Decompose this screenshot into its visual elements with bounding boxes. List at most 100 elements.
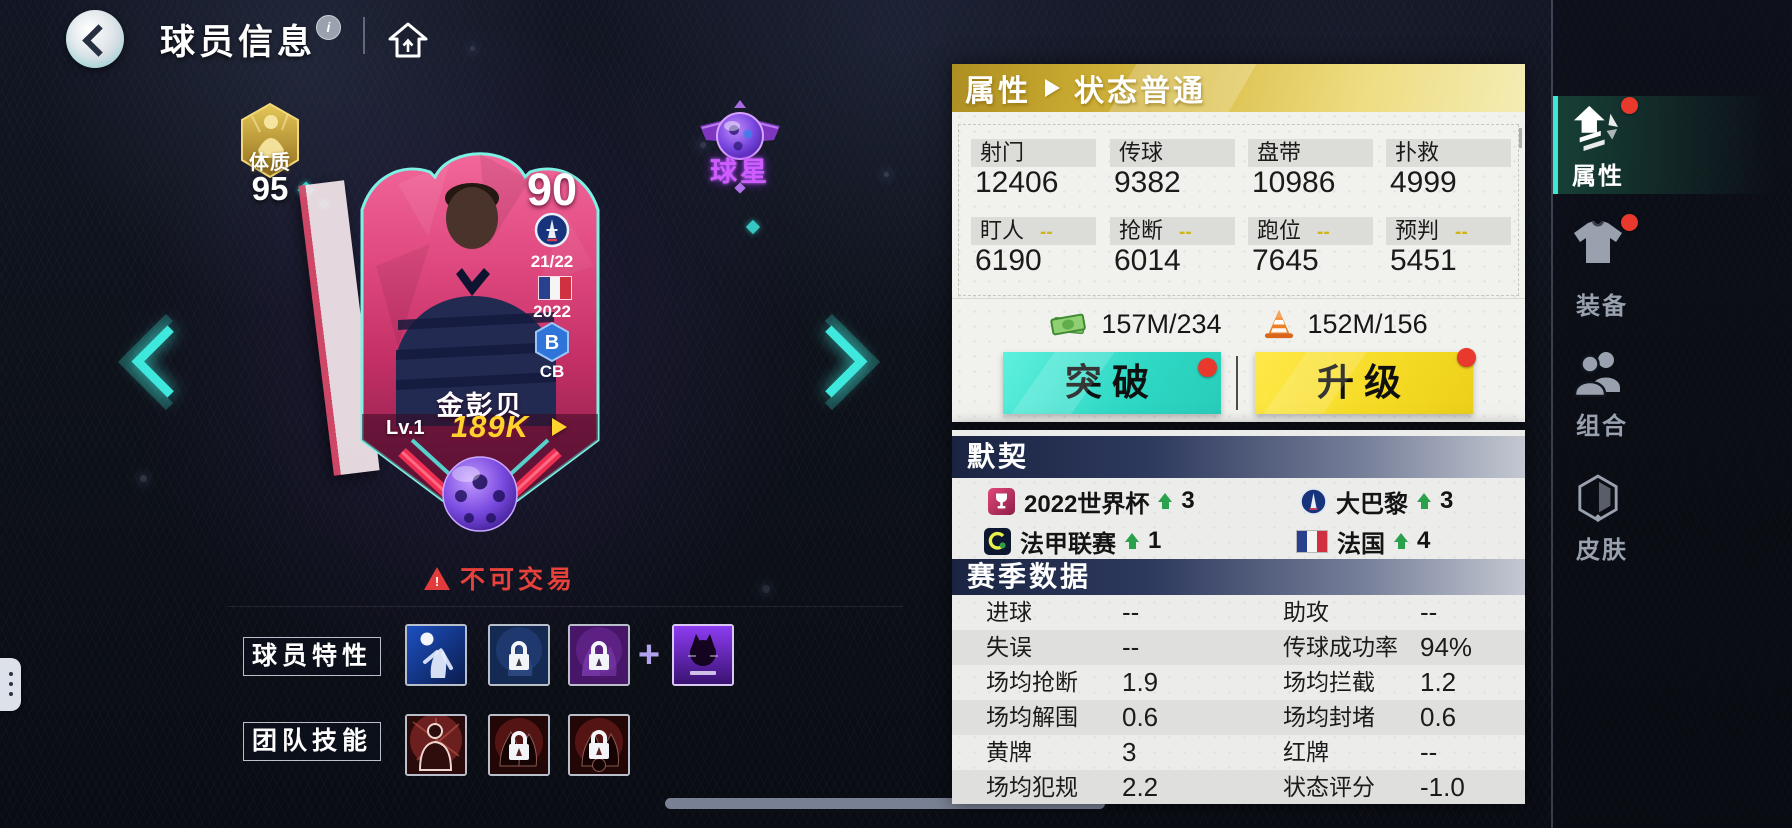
attributes-panel: 属性 状态普通 射门 12406 传球 9382 盘带 10986 扑救 499… xyxy=(952,64,1525,422)
stat-tile: 盘带 xyxy=(1248,139,1373,167)
traits-section-label: 球员特性 xyxy=(243,637,381,676)
stat-value: 5451 xyxy=(1390,244,1457,277)
star-badge-label: 球星 xyxy=(710,157,770,187)
season-stats-header: 赛季数据 xyxy=(952,559,1525,595)
boost-up-icon xyxy=(1394,532,1408,550)
upgrade-button[interactable]: 升级 xyxy=(1255,348,1476,414)
stat-tile: 盯人 -- xyxy=(971,217,1096,245)
season-row: 场均解围 0.6 场均封堵 0.6 xyxy=(952,700,1525,735)
stat-value: 6014 xyxy=(1114,244,1181,277)
attributes-tab-icon xyxy=(1573,105,1619,152)
stat-value: 12406 xyxy=(975,166,1059,199)
attributes-header: 属性 状态普通 xyxy=(952,64,1525,112)
notification-dot xyxy=(1621,97,1638,114)
team-skill-icon-locked-1[interactable] xyxy=(488,714,550,776)
tab-equipment[interactable]: 装备 xyxy=(1560,210,1650,320)
card-artwork xyxy=(360,152,600,530)
card-position: CB xyxy=(539,362,565,381)
bokeh-light xyxy=(700,142,706,148)
drawer-handle[interactable] xyxy=(0,658,21,711)
stat-tile: 传球 xyxy=(1110,139,1235,167)
equipment-jersey-icon xyxy=(1574,221,1622,263)
player-value[interactable]: 189K xyxy=(450,409,530,444)
physical-badge-icon xyxy=(241,102,299,179)
stats-frame xyxy=(958,124,1519,296)
physical-badge-label: 体质 xyxy=(249,152,291,174)
chemistry-season-panel: 默契 2022世界杯 3 大巴黎 3 xyxy=(952,430,1525,804)
worldcup-icon xyxy=(988,487,1015,515)
button-divider xyxy=(1236,356,1238,410)
home-button[interactable] xyxy=(388,22,428,58)
psg-crest-icon xyxy=(1300,487,1327,515)
warning-triangle-icon: ! xyxy=(424,566,450,590)
panel-scrollbar[interactable] xyxy=(1519,128,1522,148)
resource-row: 157M/234 152M/156 xyxy=(952,302,1525,346)
back-button[interactable] xyxy=(66,10,124,68)
section-divider xyxy=(227,606,903,607)
season-row: 进球 -- 助攻 -- xyxy=(986,597,1438,627)
notification-dot xyxy=(1621,214,1638,231)
france-flag-icon xyxy=(1296,529,1328,553)
tab-attributes-label: 属性 xyxy=(1572,163,1624,190)
psg-crest-icon xyxy=(534,212,570,248)
tab-skins[interactable]: 皮肤 xyxy=(1560,472,1650,576)
stat-tile: 扑救 xyxy=(1386,139,1511,167)
stat-value: 7645 xyxy=(1252,244,1319,277)
card-ball-emblem xyxy=(398,438,562,532)
combos-people-icon xyxy=(1573,352,1620,398)
breakthrough-button[interactable]: 突破 xyxy=(1003,352,1221,414)
stat-value: 10986 xyxy=(1252,166,1336,199)
stat-value: 6190 xyxy=(975,244,1042,277)
home-icon xyxy=(388,22,428,58)
team-skills-section-label: 团队技能 xyxy=(243,722,381,761)
season-row: 场均犯规 2.2 状态评分 -1.0 xyxy=(952,770,1525,804)
season-row: 场均抢断 1.9 场均拦截 1.2 xyxy=(986,667,1457,697)
stat-value: 9382 xyxy=(1114,166,1181,199)
stat-tile: 抢断 -- xyxy=(1110,217,1235,245)
trait-icon-locked-1[interactable] xyxy=(488,624,550,686)
card-season: 21/22 xyxy=(530,252,574,271)
ligue1-icon xyxy=(984,527,1011,555)
team-skill-icon-locked-2[interactable] xyxy=(568,714,630,776)
trait-icon-heading[interactable] xyxy=(405,624,467,686)
trait-icon-special[interactable] xyxy=(672,624,734,686)
notification-dot xyxy=(1457,348,1476,367)
physical-badge: 体质 xyxy=(238,102,302,180)
chemistry-item: 法国 4 xyxy=(1296,526,1430,558)
card-rating: 90 xyxy=(526,164,578,215)
player-level: Lv.1 xyxy=(386,417,425,439)
team-skill-icon-active[interactable] xyxy=(405,714,467,776)
chemistry-header: 默契 xyxy=(952,436,1525,478)
player-card[interactable]: 90 21/22 2022 B CB 金彭贝 Lv.1 189K xyxy=(338,124,622,540)
physical-value: 95 xyxy=(251,170,289,207)
skins-hexagon-icon xyxy=(1578,474,1618,523)
player-name: 金彭贝 xyxy=(436,391,524,421)
cone-amount: 152M/156 xyxy=(1307,308,1428,339)
season-row: 失误 -- 传球成功率 94% xyxy=(952,630,1525,665)
tab-equipment-label: 装备 xyxy=(1576,293,1628,320)
chemistry-item: 法甲联赛 1 xyxy=(984,526,1161,558)
boost-up-icon xyxy=(1417,492,1431,510)
stat-tile: 射门 xyxy=(971,139,1096,167)
cash-amount: 157M/234 xyxy=(1101,308,1222,339)
star-badge[interactable]: 球星 xyxy=(694,98,786,198)
bokeh-light xyxy=(140,475,147,482)
sidebar-divider xyxy=(1551,0,1553,828)
bokeh-light xyxy=(884,172,889,177)
stat-tile: 预判 -- xyxy=(1386,217,1511,245)
france-flag-icon xyxy=(538,276,572,300)
resource-divider xyxy=(952,298,1525,299)
stat-value: 4999 xyxy=(1390,166,1457,199)
stat-tile: 跑位 -- xyxy=(1248,217,1373,245)
value-arrow-icon[interactable] xyxy=(552,418,567,436)
header-arrow-icon xyxy=(1045,79,1060,97)
info-icon[interactable]: i xyxy=(316,15,341,40)
horizontal-scroll-indicator[interactable] xyxy=(665,798,1105,809)
page-title: 球员信息 xyxy=(160,23,317,62)
tab-combos[interactable]: 组合 xyxy=(1560,344,1650,444)
topbar-divider xyxy=(363,17,365,54)
boost-up-icon xyxy=(1158,492,1173,510)
trait-icon-locked-2[interactable] xyxy=(568,624,630,686)
bokeh-light xyxy=(470,46,475,51)
